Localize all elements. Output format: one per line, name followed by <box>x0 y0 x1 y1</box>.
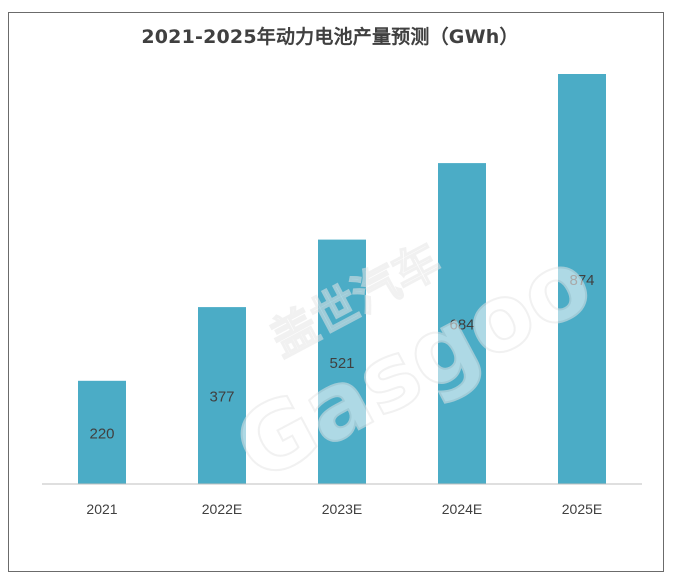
data-label-2025E: 874 <box>569 272 594 289</box>
data-label-2023E: 521 <box>329 355 354 372</box>
category-label-2023E: 2023E <box>322 501 362 517</box>
category-label-2021: 2021 <box>86 501 117 517</box>
category-label-2025E: 2025E <box>562 501 602 517</box>
bar-2022E <box>198 307 246 484</box>
data-label-2021: 220 <box>89 425 114 442</box>
category-label-2024E: 2024E <box>442 501 482 517</box>
bar-2023E <box>318 239 366 484</box>
category-labels-layer: 2021 2022E 2023E 2024E 2025E <box>86 501 602 517</box>
data-label-2022E: 377 <box>209 389 234 406</box>
bar-2021 <box>78 380 126 484</box>
bars-layer: 220 377 521 684 874 <box>78 74 606 484</box>
bar-2024E <box>438 163 486 484</box>
category-label-2022E: 2022E <box>202 501 242 517</box>
chart-title: 2021-2025年动力电池产量预测（GWh） <box>141 26 519 48</box>
bar-2025E <box>558 74 606 484</box>
data-label-2024E: 684 <box>449 317 474 334</box>
